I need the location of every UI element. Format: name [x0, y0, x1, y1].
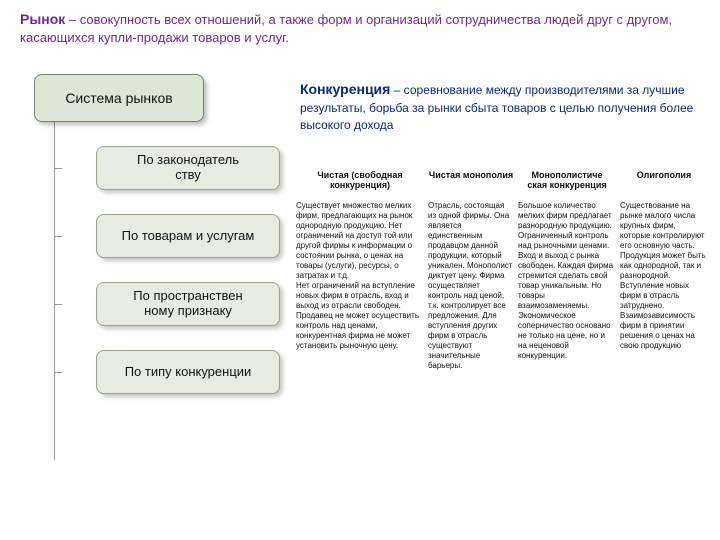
- tree-child-label: По пространственному признаку: [133, 289, 242, 319]
- tree-connector-h-2: [54, 304, 62, 305]
- tree-child-2: По пространственному признаку: [96, 282, 280, 326]
- table-cell-0: Существует множество мелких фирм, предла…: [296, 201, 424, 371]
- tree-child-box: По законодательству: [96, 146, 280, 190]
- tree-connector-h-3: [54, 372, 62, 373]
- tree-child-label: По товарам и услугам: [122, 229, 255, 244]
- title-text: Рынок – совокупность всех отношений, а т…: [20, 10, 700, 46]
- tree-root-label: Система рынков: [65, 90, 172, 106]
- tree-child-3: По типу конкуренции: [96, 350, 280, 394]
- tree-child-label: По законодательству: [137, 153, 239, 183]
- subtitle-block: Конкуренция – соревнование между произво…: [300, 80, 700, 134]
- table-header-1: Чистая монополия: [428, 170, 514, 191]
- title-rest: – совокупность всех отношений, а также ф…: [20, 12, 672, 45]
- tree-connector-h-0: [54, 168, 62, 169]
- tree-child-box: По товарам и услугам: [96, 214, 280, 258]
- table-cell-2: Большое количество мелких фирм предлагае…: [518, 201, 616, 371]
- tree-child-label: По типу конкуренции: [125, 365, 252, 380]
- subtitle-keyword: Конкуренция: [300, 81, 390, 97]
- table-cell-3: Существование на рынке малого числа круп…: [620, 201, 708, 371]
- tree-connector-h-1: [54, 236, 62, 237]
- competition-table: Чистая (свободная конкуренция) Чистая мо…: [296, 170, 708, 371]
- tree: Система рынков По законодательству По то…: [34, 74, 280, 394]
- table-header-3: Олигополия: [620, 170, 708, 191]
- title-block: Рынок – совокупность всех отношений, а т…: [0, 0, 720, 52]
- table-cell-1: Отрасль, состоящая из одной фирмы. Она я…: [428, 201, 514, 371]
- tree-child-box: По пространственному признаку: [96, 282, 280, 326]
- table-header-0: Чистая (свободная конкуренция): [296, 170, 424, 191]
- tree-child-0: По законодательству: [96, 146, 280, 190]
- table-body: Существует множество мелких фирм, предла…: [296, 201, 708, 371]
- subtitle-text: Конкуренция – соревнование между произво…: [300, 80, 700, 134]
- title-keyword: Рынок: [20, 11, 65, 27]
- table-head: Чистая (свободная конкуренция) Чистая мо…: [296, 170, 708, 191]
- tree-child-box: По типу конкуренции: [96, 350, 280, 394]
- tree-root-box: Система рынков: [34, 74, 204, 122]
- table-header-2: Монополистическая конкуренция: [518, 170, 616, 191]
- tree-child-1: По товарам и услугам: [96, 214, 280, 258]
